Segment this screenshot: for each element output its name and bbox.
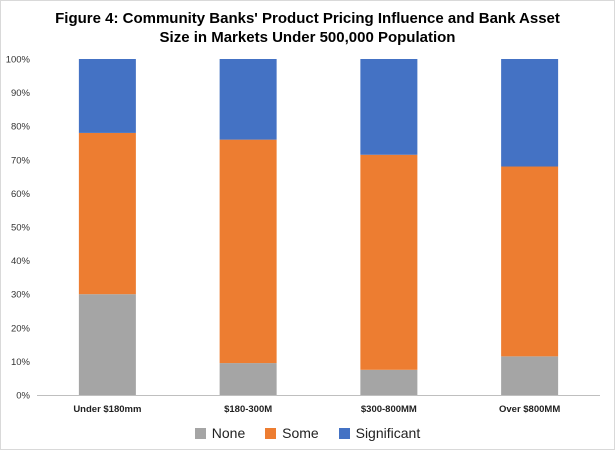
y-tick-label: 100%	[6, 55, 31, 66]
legend: None Some Significant	[0, 424, 615, 441]
legend-swatch-none	[194, 428, 206, 440]
bar-some-4	[501, 166, 559, 357]
bar-significant-4	[501, 59, 559, 167]
bar-none-4	[501, 356, 559, 395]
y-tick-label: 50%	[11, 223, 31, 234]
y-tick-label: 80%	[11, 122, 31, 133]
y-tick-label: 60%	[11, 189, 31, 200]
legend-swatch-significant	[338, 428, 350, 440]
bar-some-3	[360, 154, 418, 370]
y-tick-label: 10%	[11, 357, 31, 368]
y-tick-label: 20%	[11, 323, 31, 334]
bar-some-2	[219, 139, 277, 364]
bar-significant-1	[78, 59, 136, 133]
x-tick-label: Over $800MM	[499, 404, 560, 415]
legend-label-none: None	[211, 425, 246, 442]
x-tick-label: $300-800MM	[361, 404, 417, 415]
legend-item-some: Some	[265, 425, 319, 441]
bar-some-1	[78, 132, 136, 295]
legend-swatch-some	[265, 428, 277, 440]
y-tick-label: 30%	[11, 290, 31, 301]
legend-item-significant: Significant	[338, 425, 421, 442]
chart-title-line-2: Size in Markets Under 500,000 Population	[159, 29, 456, 46]
chart-title: Figure 4: Community Banks' Product Prici…	[0, 9, 615, 47]
bar-none-1	[78, 294, 136, 395]
chart-title-line-1: Figure 4: Community Banks' Product Prici…	[55, 10, 560, 27]
y-tick-label: 70%	[11, 155, 31, 166]
legend-item-none: None	[194, 425, 246, 442]
y-tick-label: 40%	[11, 256, 31, 267]
bar-none-2	[219, 363, 277, 395]
y-tick-label: 90%	[11, 88, 31, 99]
bar-significant-3	[360, 59, 418, 155]
y-tick-label: 0%	[16, 391, 30, 402]
x-tick-label: Under $180mm	[73, 404, 141, 415]
x-tick-label: $180-300M	[224, 404, 272, 415]
bar-significant-2	[219, 59, 277, 140]
legend-label-some: Some	[282, 425, 319, 442]
legend-label-significant: Significant	[355, 425, 421, 442]
bar-none-3	[360, 369, 418, 395]
